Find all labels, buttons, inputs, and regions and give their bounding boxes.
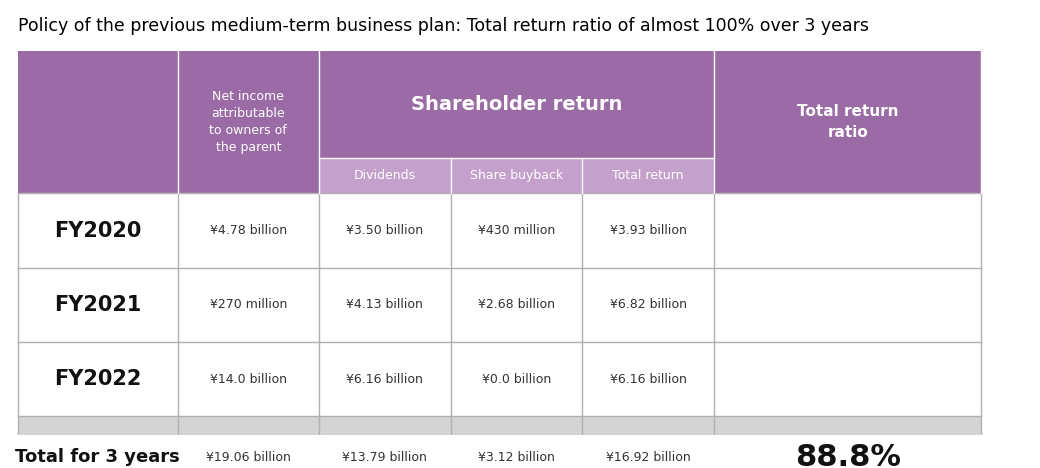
FancyBboxPatch shape (450, 342, 582, 417)
Text: Policy of the previous medium-term business plan: Total return ratio of almost 1: Policy of the previous medium-term busin… (18, 17, 868, 35)
Text: ¥430 million: ¥430 million (477, 224, 555, 237)
Text: ¥6.82 billion: ¥6.82 billion (609, 299, 686, 311)
FancyBboxPatch shape (582, 342, 714, 417)
Text: FY2021: FY2021 (54, 295, 141, 315)
FancyBboxPatch shape (714, 51, 982, 193)
Text: Net income
attributable
to owners of
the parent: Net income attributable to owners of the… (209, 90, 287, 154)
FancyBboxPatch shape (582, 417, 714, 468)
Text: 88.8%: 88.8% (795, 443, 901, 468)
Text: Total for 3 years: Total for 3 years (16, 448, 180, 466)
Text: ¥13.79 billion: ¥13.79 billion (342, 451, 427, 464)
Text: Share buyback: Share buyback (470, 169, 563, 182)
FancyBboxPatch shape (18, 51, 178, 193)
Text: ¥3.93 billion: ¥3.93 billion (609, 224, 686, 237)
Text: ¥0.0 billion: ¥0.0 billion (482, 373, 551, 386)
Text: Total return
ratio: Total return ratio (797, 104, 899, 140)
Text: ¥14.0 billion: ¥14.0 billion (210, 373, 287, 386)
Text: FY2022: FY2022 (54, 369, 141, 389)
FancyBboxPatch shape (319, 158, 450, 193)
FancyBboxPatch shape (714, 268, 982, 342)
Text: Dividends: Dividends (354, 169, 416, 182)
FancyBboxPatch shape (450, 417, 582, 468)
FancyBboxPatch shape (582, 158, 714, 193)
Text: ¥4.78 billion: ¥4.78 billion (210, 224, 287, 237)
FancyBboxPatch shape (714, 417, 982, 468)
Text: FY2020: FY2020 (54, 220, 141, 241)
Text: ¥3.50 billion: ¥3.50 billion (346, 224, 423, 237)
Text: ¥16.92 billion: ¥16.92 billion (606, 451, 691, 464)
Text: ¥3.12 billion: ¥3.12 billion (478, 451, 555, 464)
FancyBboxPatch shape (714, 342, 982, 417)
FancyBboxPatch shape (178, 342, 319, 417)
FancyBboxPatch shape (18, 193, 178, 268)
Text: Total return: Total return (613, 169, 684, 182)
Text: ¥6.16 billion: ¥6.16 billion (346, 373, 423, 386)
FancyBboxPatch shape (178, 417, 319, 468)
Text: ¥4.13 billion: ¥4.13 billion (346, 299, 423, 311)
Text: ¥2.68 billion: ¥2.68 billion (478, 299, 555, 311)
FancyBboxPatch shape (714, 193, 982, 268)
FancyBboxPatch shape (582, 193, 714, 268)
FancyBboxPatch shape (319, 268, 450, 342)
Text: ¥19.06 billion: ¥19.06 billion (206, 451, 291, 464)
FancyBboxPatch shape (582, 268, 714, 342)
FancyBboxPatch shape (319, 342, 450, 417)
FancyBboxPatch shape (319, 417, 450, 468)
FancyBboxPatch shape (450, 193, 582, 268)
Text: ¥6.16 billion: ¥6.16 billion (609, 373, 686, 386)
FancyBboxPatch shape (450, 158, 582, 193)
FancyBboxPatch shape (18, 417, 178, 468)
FancyBboxPatch shape (178, 51, 319, 193)
FancyBboxPatch shape (178, 268, 319, 342)
FancyBboxPatch shape (18, 342, 178, 417)
FancyBboxPatch shape (319, 51, 714, 158)
FancyBboxPatch shape (178, 193, 319, 268)
FancyBboxPatch shape (18, 268, 178, 342)
Text: ¥270 million: ¥270 million (210, 299, 287, 311)
FancyBboxPatch shape (319, 193, 450, 268)
Text: Shareholder return: Shareholder return (411, 95, 622, 114)
FancyBboxPatch shape (450, 268, 582, 342)
